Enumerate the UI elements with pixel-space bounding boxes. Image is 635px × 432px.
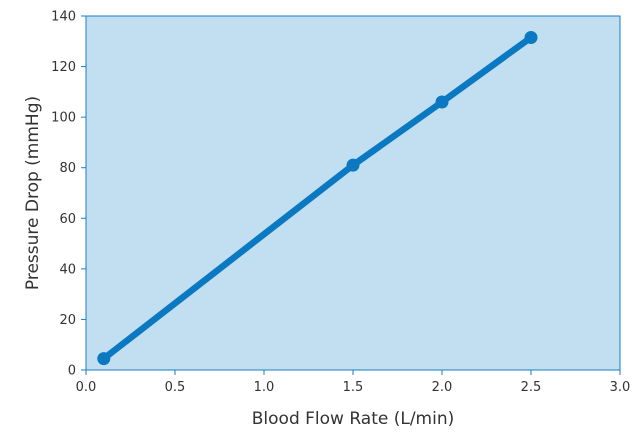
y-tick-label: 60	[59, 212, 76, 227]
x-tick-label: 1.0	[254, 380, 275, 395]
data-point	[435, 95, 449, 109]
series-layer	[97, 30, 538, 366]
y-tick-label: 120	[51, 60, 76, 75]
data-point	[346, 158, 360, 172]
data-point	[524, 30, 538, 44]
plot-area	[85, 15, 621, 371]
y-tick-label: 20	[59, 313, 76, 328]
y-tick-label: 140	[51, 10, 76, 25]
y-tick-label: 100	[51, 111, 76, 126]
x-tick-label: 0.5	[165, 380, 186, 395]
x-axis-label: Blood Flow Rate (L/min)	[252, 409, 455, 429]
y-axis-label: Pressure Drop (mmHg)	[23, 96, 43, 290]
y-tick-label: 80	[59, 161, 76, 176]
series-line	[100, 34, 535, 362]
x-tick-label: 2.0	[432, 380, 453, 395]
y-tick-label: 40	[59, 262, 76, 277]
x-tick-label: 3.0	[610, 380, 631, 395]
y-tick-label: 0	[68, 364, 76, 379]
x-tick-label: 0.0	[76, 380, 97, 395]
x-axis-ticks: 0.0 0.5 1.0 1.5 2.0 2.5 3.0	[76, 370, 631, 395]
y-axis-ticks: 0 20 40 60 80 100 120 140	[51, 10, 86, 379]
data-point	[97, 352, 111, 366]
x-tick-label: 1.5	[343, 380, 364, 395]
x-tick-label: 2.5	[521, 380, 542, 395]
